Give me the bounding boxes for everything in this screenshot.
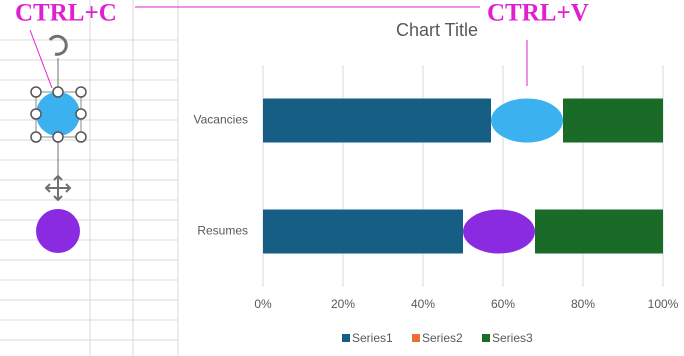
chart-title: Chart Title (396, 20, 478, 40)
bar-ellipse (463, 209, 535, 254)
legend-swatch (482, 334, 490, 342)
x-tick-label: 40% (411, 297, 435, 311)
x-tick-label: 80% (571, 297, 595, 311)
bar (263, 209, 463, 254)
x-tick-label: 100% (648, 297, 679, 311)
y-tick-label: Resumes (197, 224, 248, 238)
purple-shape[interactable] (36, 209, 80, 253)
bar (535, 209, 663, 254)
legend-swatch (412, 334, 420, 342)
legend-label: Series2 (422, 331, 463, 345)
legend-label: Series3 (492, 331, 533, 345)
annotation-lines (29, 6, 528, 89)
x-tick-label: 60% (491, 297, 515, 311)
sheet-grid (0, 0, 179, 356)
selected-shape[interactable] (30, 34, 87, 202)
annotation: CTRL+V (487, 0, 589, 27)
bar (263, 98, 491, 143)
annotation: CTRL+C (15, 0, 117, 27)
legend-label: Series1 (352, 331, 393, 345)
legend-swatch (342, 334, 350, 342)
bar-ellipse (491, 98, 563, 143)
y-tick-label: Vacancies (194, 113, 248, 127)
x-tick-label: 0% (254, 297, 272, 311)
x-tick-label: 20% (331, 297, 355, 311)
bar (563, 98, 663, 143)
